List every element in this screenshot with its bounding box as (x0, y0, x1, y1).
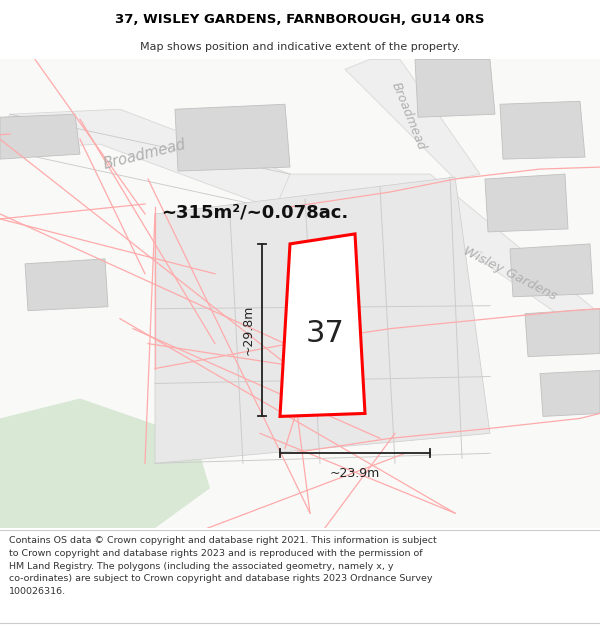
Text: ~23.9m: ~23.9m (330, 468, 380, 480)
Polygon shape (280, 234, 365, 416)
Polygon shape (525, 309, 600, 357)
Polygon shape (0, 114, 80, 159)
Text: ~315m²/~0.078ac.: ~315m²/~0.078ac. (161, 204, 349, 222)
Text: Map shows position and indicative extent of the property.: Map shows position and indicative extent… (140, 41, 460, 51)
Polygon shape (25, 259, 108, 311)
Polygon shape (0, 59, 600, 528)
Text: Wisley Gardens: Wisley Gardens (461, 244, 559, 303)
Polygon shape (345, 59, 480, 179)
Polygon shape (275, 174, 600, 344)
Text: 37: 37 (305, 319, 344, 348)
Text: Broadmead: Broadmead (102, 137, 188, 172)
Text: ~29.8m: ~29.8m (241, 305, 254, 356)
Polygon shape (175, 104, 290, 171)
Polygon shape (0, 399, 210, 528)
Polygon shape (0, 109, 295, 209)
Polygon shape (485, 174, 568, 232)
Polygon shape (415, 59, 495, 118)
Text: 37, WISLEY GARDENS, FARNBOROUGH, GU14 0RS: 37, WISLEY GARDENS, FARNBOROUGH, GU14 0R… (115, 13, 485, 26)
Text: Contains OS data © Crown copyright and database right 2021. This information is : Contains OS data © Crown copyright and d… (9, 536, 437, 596)
Polygon shape (500, 101, 585, 159)
Text: Broadmead: Broadmead (388, 80, 428, 152)
Polygon shape (155, 177, 490, 463)
Polygon shape (540, 371, 600, 416)
Polygon shape (510, 244, 593, 297)
